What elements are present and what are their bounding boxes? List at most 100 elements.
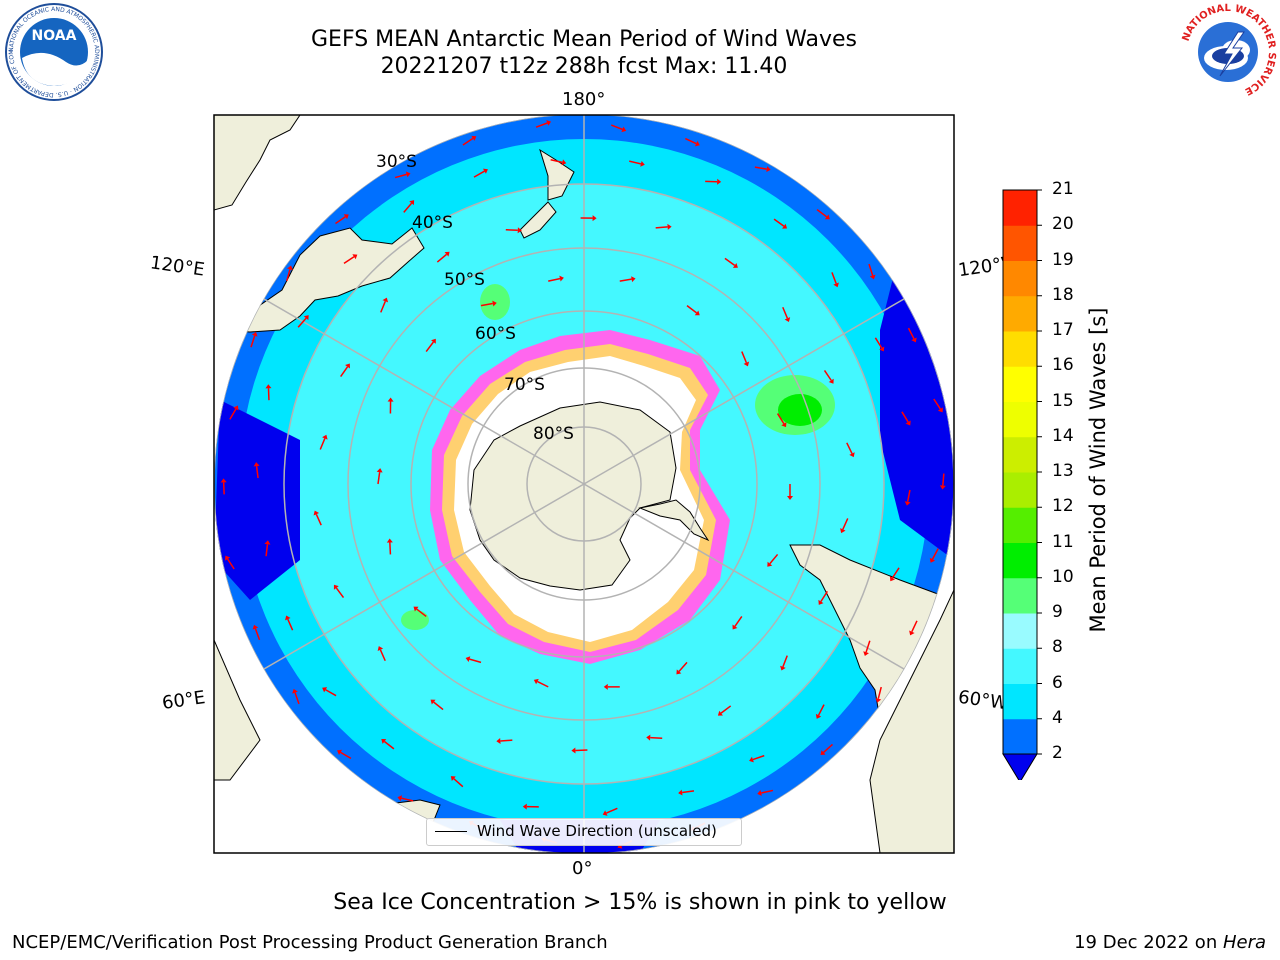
wind-wave-arrow-shaft: [254, 628, 261, 641]
wind-wave-arrow-shaft: [436, 253, 448, 263]
colorbar-segment: [1003, 718, 1037, 755]
wind-wave-arrow-head: [820, 750, 826, 756]
wind-wave-arrow-head: [757, 790, 762, 796]
wind-wave-arrow-head: [465, 656, 471, 662]
colorbar-under-triangle: [1002, 753, 1038, 780]
svg-text:NOAA: NOAA: [32, 28, 77, 44]
colorbar-tick-label: 6: [1052, 672, 1063, 693]
wind-wave-arrow-head: [937, 407, 943, 413]
wind-wave-arrow-head: [337, 749, 343, 756]
colorbar-segment: [1003, 436, 1037, 473]
wind-wave-arrow-head: [732, 262, 738, 268]
wind-wave-arrow-head: [352, 254, 358, 260]
wind-wave-arrow-head: [225, 555, 231, 561]
colorbar-segment: [1003, 260, 1037, 297]
wind-wave-arrow-shaft: [724, 257, 736, 267]
wind-wave-arrow-shaft: [720, 705, 732, 714]
colorbar-tick-label: 2: [1052, 743, 1063, 763]
land-new-zealand: [539, 148, 575, 201]
wind-wave-arrow-head: [517, 227, 522, 234]
wind-wave-arrow-shaft: [891, 567, 900, 579]
wind-wave-arrow-head: [409, 200, 415, 206]
wind-wave-arrow-head: [904, 501, 911, 506]
wind-wave-arrow-shaft: [250, 335, 256, 348]
wind-wave-arrow-shaft: [816, 209, 828, 218]
colorbar-segment: [1003, 683, 1037, 720]
footer-host: Hera: [1222, 932, 1266, 953]
legend-line-swatch: [435, 831, 467, 832]
colorbar-tick-label: 21: [1052, 179, 1074, 199]
wind-wave-arrow-shaft: [401, 797, 414, 802]
colorbar-segment: [1003, 648, 1037, 684]
wind-wave-arrow-head: [787, 496, 793, 500]
colorbar-segment: [1003, 613, 1037, 649]
wind-wave-arrow-head: [265, 384, 272, 389]
wind-wave-arrow-shaft: [865, 640, 871, 653]
wind-wave-arrow-head: [767, 561, 773, 567]
wind-wave-arrow-shaft: [297, 317, 307, 328]
wind-wave-arrow-head: [743, 361, 750, 367]
chart-title: GEFS MEAN Antarctic Mean Period of Wind …: [311, 27, 857, 52]
wind-wave-arrow-shaft: [473, 170, 485, 178]
colorbar-segment: [1003, 472, 1037, 508]
wind-wave-arrow-shaft: [874, 337, 883, 349]
wind-wave-arrow-head: [911, 337, 917, 343]
wind-wave-arrow-head: [602, 810, 608, 816]
wind-wave-arrow-shaft: [619, 278, 632, 282]
wind-wave-arrow-shaft: [752, 754, 765, 761]
wind-wave-arrow-shaft: [394, 173, 407, 179]
wind-wave-arrow-shaft: [686, 305, 698, 314]
wind-wave-arrow-shaft: [741, 351, 748, 363]
colorbar-tick-label: 14: [1052, 425, 1074, 446]
map-frame: [213, 114, 955, 854]
wind-wave-arrow-shaft: [820, 590, 828, 602]
wind-wave-arrow-head: [784, 317, 791, 323]
wind-wave-arrow-shaft: [629, 160, 642, 165]
colorbar-segment: [1003, 331, 1037, 367]
wind-wave-arrow-head: [496, 738, 501, 744]
wind-wave-arrow-head: [621, 126, 627, 133]
wind-wave-arrow-shaft: [229, 408, 237, 420]
wind-wave-arrows: [220, 120, 946, 849]
wind-wave-arrow-shaft: [335, 587, 345, 599]
wind-wave-arrow-head: [397, 795, 403, 802]
wind-wave-arrow-shaft: [315, 513, 322, 526]
wind-wave-arrow-head: [749, 756, 754, 763]
wind-wave-arrow-head: [667, 223, 672, 230]
wind-wave-arrow-head: [849, 452, 855, 458]
wind-wave-arrow-shaft: [403, 202, 413, 213]
wind-wave-arrow-head: [264, 540, 271, 545]
wind-wave-arrow-shaft: [287, 618, 294, 631]
colorbar-tick-label: 17: [1052, 320, 1074, 340]
colorbar: [1002, 189, 1042, 780]
wind-wave-arrow-shaft: [823, 743, 834, 753]
wind-wave-arrow-shaft: [684, 137, 697, 145]
wind-wave-arrow-shaft: [817, 704, 825, 716]
wind-wave-arrow-shaft: [425, 341, 435, 353]
wind-wave-arrow-head: [376, 468, 383, 473]
noaa-logo: NATIONAL OCEANIC AND ATMOSPHERIC ADMINIS…: [4, 2, 103, 101]
wind-wave-arrow-shaft: [782, 306, 789, 319]
colorbar-tick-label: 20: [1052, 214, 1074, 235]
wind-wave-arrow-shaft: [550, 158, 563, 164]
colorbar-tick-label: 16: [1052, 355, 1074, 376]
wind-wave-arrow-head: [471, 135, 477, 141]
wind-wave-arrow-head: [387, 397, 394, 402]
land-africa: [214, 639, 261, 781]
wind-wave-arrow-shaft: [769, 553, 779, 565]
wind-wave-arrow-head: [386, 538, 393, 543]
wind-wave-arrow-shaft: [416, 608, 427, 618]
wind-wave-arrow-shaft: [469, 658, 482, 664]
wind-wave-arrow-head: [405, 171, 411, 178]
colorbar-label: Mean Period of Wind Waves [s]: [1086, 307, 1110, 633]
wind-wave-arrow-head: [322, 434, 328, 440]
wind-wave-arrow-head: [631, 276, 636, 283]
wind-wave-arrow-shaft: [462, 137, 474, 146]
wind-wave-arrow-head: [571, 747, 576, 754]
wind-wave-arrow-head: [220, 478, 227, 483]
wind-wave-arrow-shaft: [933, 398, 942, 410]
wind-wave-arrow-shaft: [877, 686, 882, 699]
wind-wave-arrow-head: [333, 584, 339, 590]
wind-wave-arrow-head: [450, 776, 456, 781]
